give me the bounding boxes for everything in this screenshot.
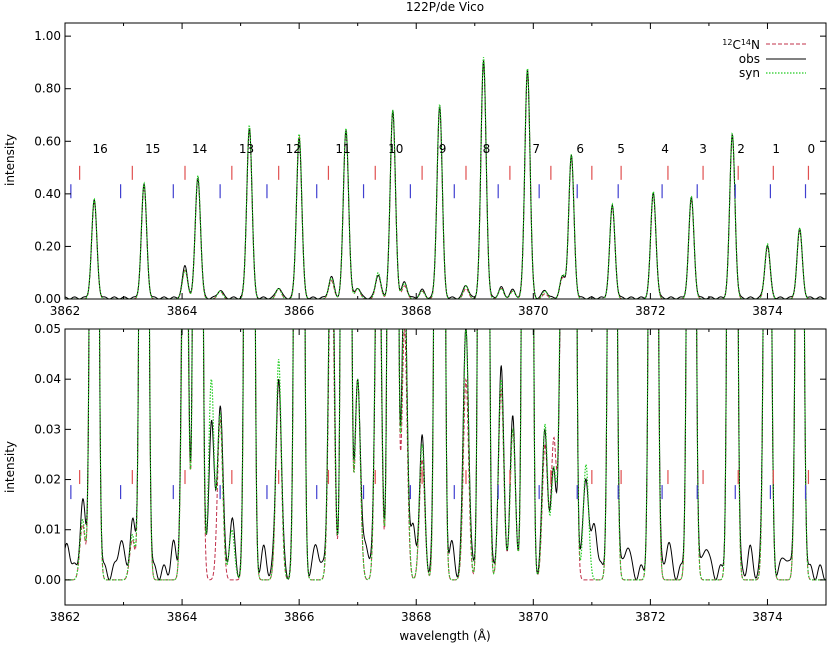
branch-label: 11 <box>335 142 350 156</box>
x-tick-label: 3864 <box>167 304 198 318</box>
x-tick-label: 3870 <box>518 304 549 318</box>
branch-label: 6 <box>576 142 584 156</box>
series-line-syn <box>65 329 826 581</box>
branch-label: 12 <box>286 142 301 156</box>
y-tick-label: 0.40 <box>34 187 61 201</box>
branch-label: 2 <box>737 142 745 156</box>
branch-label: 4 <box>661 142 669 156</box>
branch-label: 3 <box>699 142 707 156</box>
y-tick-label: 0.02 <box>34 473 61 487</box>
x-tick-label: 3862 <box>50 304 81 318</box>
top-plot-frame <box>64 22 827 300</box>
y-tick-label: 1.00 <box>34 29 61 43</box>
x-tick-label: 3868 <box>401 304 432 318</box>
series-line-obs <box>65 329 826 581</box>
branch-label: 1 <box>772 142 780 156</box>
x-tick-label: 3868 <box>401 610 432 624</box>
branch-label: 8 <box>483 142 491 156</box>
branch-label: 7 <box>532 142 540 156</box>
chart-title: 122P/de Vico <box>406 0 484 14</box>
y-tick-label: 0.60 <box>34 134 61 148</box>
x-tick-label: 3874 <box>752 610 783 624</box>
branch-label: 16 <box>92 142 107 156</box>
legend-label-syn: syn <box>739 66 760 80</box>
x-tick-label: 3866 <box>284 610 315 624</box>
x-tick-label: 3864 <box>167 610 198 624</box>
top-panel: 16 15 14 13 12 11 10 9 8 7 6 5 4 3 2 1 0 3862 3864 3866 386… <box>3 22 827 318</box>
branch-label: 13 <box>239 142 254 156</box>
series-line-syn <box>65 57 826 299</box>
legend: 12C14N obs syn <box>722 38 806 80</box>
y-tick-label: 0.03 <box>34 422 61 436</box>
x-axis-label: wavelength (Å) <box>399 628 490 643</box>
series-line-12c14n <box>65 329 826 581</box>
y-tick-label: 0.04 <box>34 372 61 386</box>
series-line-12c14n <box>65 59 826 299</box>
x-tick-label: 3870 <box>518 610 549 624</box>
y-tick-label: 0.80 <box>34 82 61 96</box>
y-tick-label: 0.01 <box>34 523 61 537</box>
bottom-y-axis-label: intensity <box>3 441 17 493</box>
legend-label-obs: obs <box>739 52 760 66</box>
y-tick-label: 0.05 <box>34 322 61 336</box>
branch-label: 5 <box>617 142 625 156</box>
bottom-plot-frame <box>64 328 827 606</box>
y-tick-label: 0.20 <box>34 239 61 253</box>
branch-label: 14 <box>192 142 207 156</box>
x-tick-label: 3862 <box>50 610 81 624</box>
x-tick-label: 3872 <box>635 304 666 318</box>
branch-label: 10 <box>388 142 403 156</box>
series-line-obs <box>65 60 826 299</box>
y-tick-label: 0.00 <box>34 292 61 306</box>
legend-label-12c14n: 12C14N <box>722 38 760 52</box>
x-tick-label: 3874 <box>752 304 783 318</box>
branch-label: 0 <box>808 142 816 156</box>
branch-label: 15 <box>145 142 160 156</box>
y-tick-label: 0.00 <box>34 573 61 587</box>
x-tick-label: 3866 <box>284 304 315 318</box>
x-tick-label: 3872 <box>635 610 666 624</box>
top-y-axis-label: intensity <box>3 134 17 186</box>
bottom-panel: 3862 3864 3866 3868 3870 3872 3874 0.00 0.01 0.02… <box>3 322 827 643</box>
branch-label: 9 <box>439 142 447 156</box>
